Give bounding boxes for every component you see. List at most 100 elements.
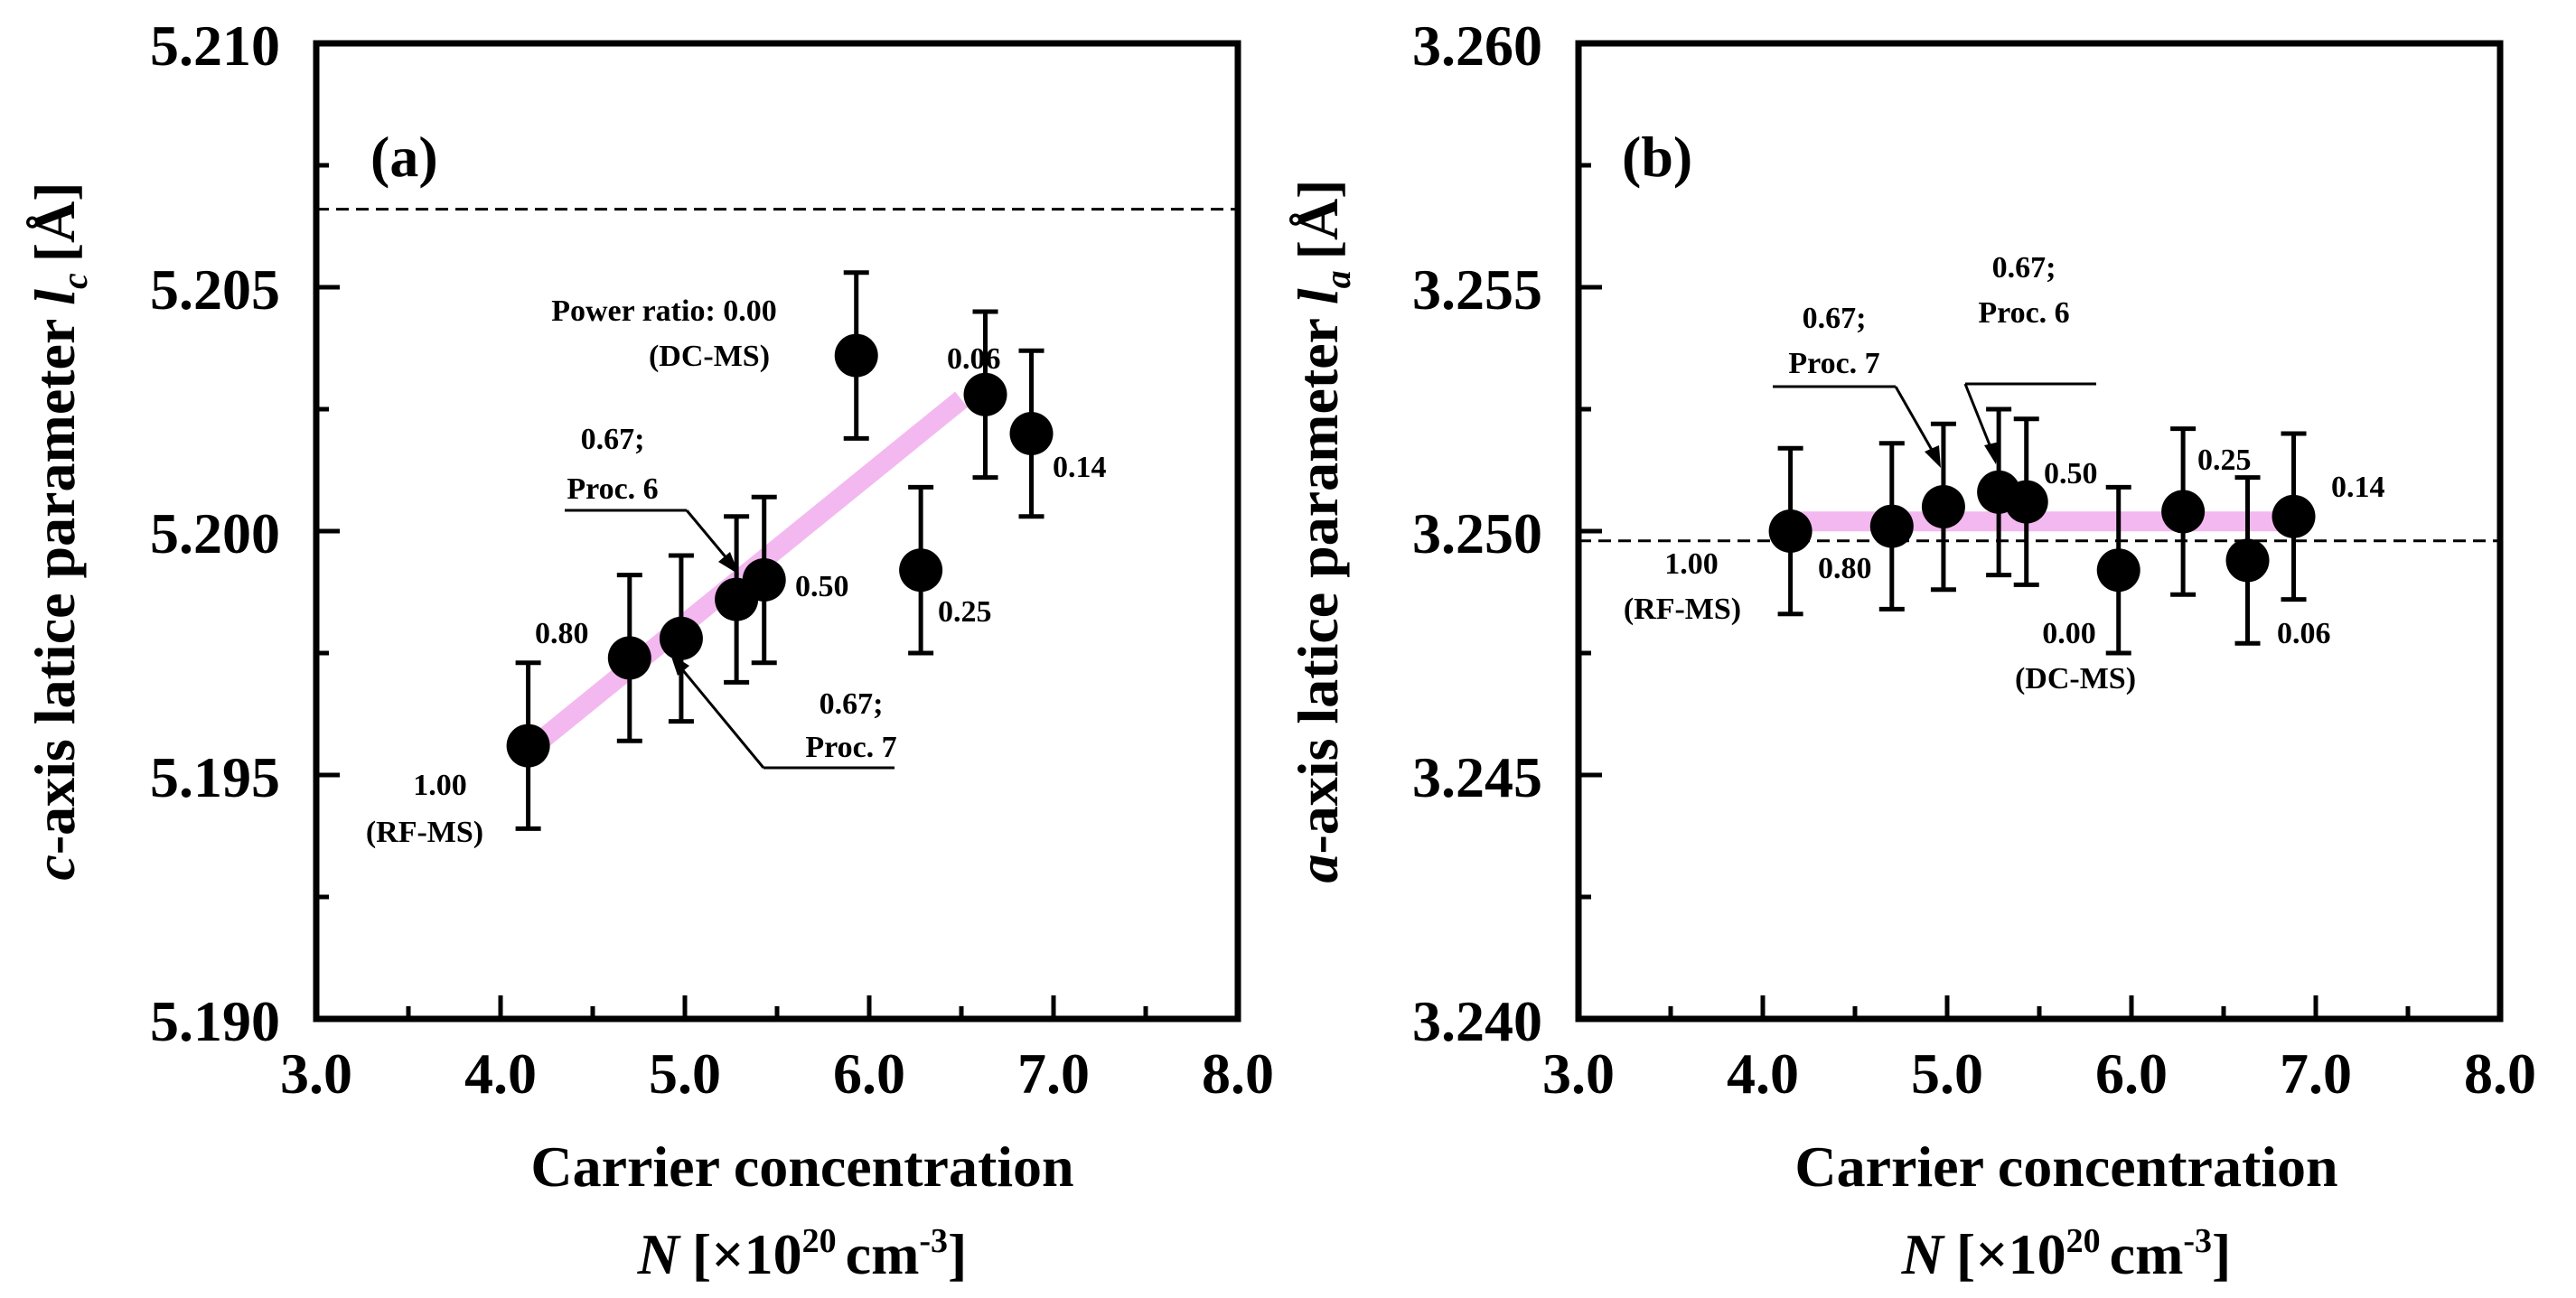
- x-tick-label: 7.0: [1017, 1041, 1090, 1106]
- annotation-rf-ms: (RF-MS): [366, 816, 483, 849]
- panel-b-y-axis-title: a-axis latice parameter la[Å]: [1286, 180, 1358, 883]
- y-tick-label: 3.255: [1412, 257, 1542, 322]
- panel-b-label: (b): [1622, 125, 1692, 189]
- panel-a-y-axis-title: c-axis latice parameter lc[Å]: [23, 182, 95, 880]
- annotation-arrowhead: [1984, 442, 2000, 464]
- y-tick-label: 3.250: [1412, 501, 1542, 565]
- y-tick-label: 5.190: [150, 989, 280, 1053]
- x-tick-label: 8.0: [1202, 1041, 1274, 1106]
- x-tick-label: 5.0: [1911, 1041, 1983, 1106]
- data-marker: [1768, 509, 1813, 553]
- x-tick-label: 6.0: [833, 1041, 905, 1106]
- data-point: [2161, 426, 2206, 597]
- panel-a-x-tick-labels: 3.0 4.0 5.0 6.0 7.0 8.0: [280, 1041, 1274, 1106]
- annotation-rf-ms: (RF-MS): [1624, 593, 1741, 626]
- data-marker: [607, 636, 651, 680]
- annotation-proc6-top: 0.67;: [581, 423, 645, 456]
- y-tick-label: 5.195: [150, 745, 280, 809]
- panel-a-label: (a): [370, 125, 438, 189]
- y-tick-label: 3.260: [1412, 14, 1542, 78]
- data-point: [607, 573, 651, 743]
- data-marker: [659, 616, 703, 660]
- annotation-proc7-top: 0.67;: [820, 687, 884, 721]
- annotation-proc6-bottom: Proc. 6: [567, 472, 658, 506]
- x-tick-label: 6.0: [2095, 1041, 2168, 1106]
- data-marker: [742, 558, 786, 602]
- data-point: [963, 309, 1007, 481]
- x-tick-label: 3.0: [280, 1041, 352, 1106]
- annotation-arrow: [1894, 386, 1937, 457]
- data-marker: [1009, 412, 1054, 455]
- data-marker: [506, 724, 550, 768]
- data-point: [834, 270, 878, 441]
- x-tick-label: 7.0: [2280, 1041, 2352, 1106]
- annotation-0.80: 0.80: [1818, 552, 1872, 585]
- annotation-arrow: [1963, 383, 1994, 453]
- annotation-power-ratio: Power ratio: 0.00: [551, 294, 777, 328]
- data-point: [742, 494, 786, 666]
- annotation-proc7-bottom: Proc. 7: [805, 731, 896, 764]
- data-point: [899, 484, 943, 656]
- data-point: [2004, 416, 2048, 587]
- data-marker: [2225, 538, 2270, 583]
- panel-b: 3.240 3.245 3.250 3.255 3.260 3.0 4.0 5.…: [1286, 14, 2536, 1286]
- y-tick-label: 3.245: [1412, 745, 1542, 809]
- y-tick-label: 5.210: [150, 14, 280, 78]
- data-marker: [834, 333, 878, 378]
- annotation-arrow: [676, 663, 765, 769]
- data-marker: [1869, 504, 1914, 548]
- annotation-0.06: 0.06: [2277, 617, 2331, 650]
- annotation-arrowhead: [670, 654, 689, 676]
- annotation-arrowhead: [718, 552, 739, 574]
- annotation-dc-ms: (DC-MS): [649, 340, 770, 373]
- panel-a-x-axis-title: Carrier concentration: [530, 1135, 1073, 1199]
- data-point: [659, 553, 703, 724]
- data-point: [1009, 348, 1054, 519]
- data-point: [2272, 431, 2316, 602]
- panel-b-y-tick-labels: 3.240 3.245 3.250 3.255 3.260: [1412, 14, 1542, 1053]
- annotation-proc6-bottom: Proc. 6: [1978, 296, 2069, 330]
- data-marker: [2161, 490, 2206, 534]
- y-tick-label: 3.240: [1412, 989, 1542, 1053]
- y-tick-label: 5.205: [150, 257, 280, 322]
- panel-a-y-tick-labels: 5.190 5.195 5.200 5.205 5.210: [150, 14, 280, 1053]
- data-marker: [963, 372, 1007, 416]
- panel-b-plot-frame: [1575, 40, 2504, 1023]
- data-point: [1921, 421, 1965, 593]
- annotation-0.06: 0.06: [947, 342, 1001, 376]
- panel-a-x-axis-unit: N [×1020 cm-3]: [637, 1222, 968, 1286]
- annotation-arrow: [685, 509, 734, 565]
- annotation-proc7-bottom: Proc. 7: [1788, 347, 1879, 380]
- y-tick-label: 5.200: [150, 501, 280, 565]
- panel-a: 5.190 5.195 5.200 5.205 5.210 3.0 4.0 5.…: [23, 14, 1274, 1286]
- data-marker: [1921, 485, 1965, 528]
- annotation-1.00: 1.00: [1664, 547, 1719, 581]
- x-tick-label: 4.0: [464, 1041, 537, 1106]
- x-tick-label: 8.0: [2464, 1041, 2536, 1106]
- annotation-arrowhead: [1925, 445, 1941, 468]
- data-point: [1768, 445, 1813, 617]
- annotation-0.25: 0.25: [938, 595, 992, 629]
- annotation-0.50: 0.50: [2044, 457, 2098, 490]
- data-marker: [2272, 494, 2316, 538]
- annotation-proc6-top: 0.67;: [1992, 251, 2056, 285]
- data-point: [2096, 484, 2140, 656]
- x-tick-label: 3.0: [1542, 1041, 1615, 1106]
- panel-b-marks: [1576, 41, 2503, 1022]
- annotation-0.00: 0.00: [2042, 617, 2096, 650]
- data-point: [506, 660, 550, 831]
- annotation-0.14: 0.14: [2331, 471, 2385, 504]
- panel-b-x-tick-labels: 3.0 4.0 5.0 6.0 7.0 8.0: [1542, 1041, 2536, 1106]
- data-point: [1869, 441, 1914, 612]
- panel-a-marks: [314, 41, 1241, 1022]
- annotation-0.80: 0.80: [535, 617, 589, 650]
- panel-b-x-axis-unit: N [×1020 cm-3]: [1901, 1222, 2232, 1286]
- x-tick-label: 4.0: [1727, 1041, 1799, 1106]
- data-marker: [2096, 548, 2140, 593]
- panel-a-plot-frame: [313, 40, 1241, 1023]
- panel-b-x-axis-title: Carrier concentration: [1794, 1135, 2337, 1199]
- data-point: [2225, 475, 2270, 646]
- annotation-0.14: 0.14: [1053, 451, 1107, 484]
- annotation-1.00: 1.00: [413, 769, 467, 802]
